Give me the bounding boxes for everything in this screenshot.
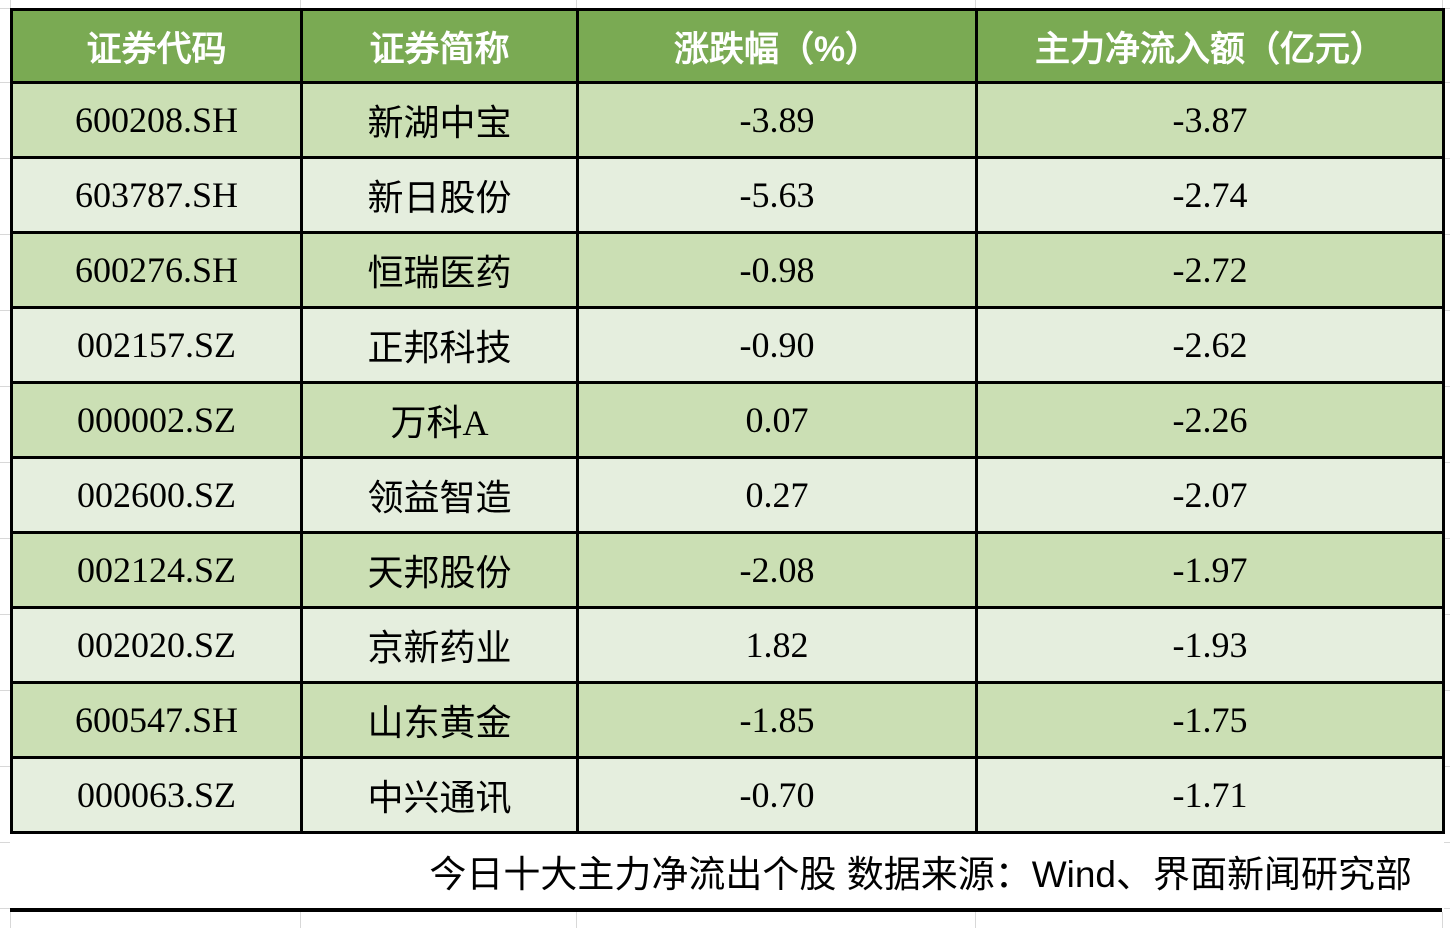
inflow-cell[interactable]: -1.97	[975, 531, 1445, 609]
code-cell[interactable]: 000063.SZ	[10, 756, 303, 834]
gridline-segment	[10, 0, 11, 8]
column-header-change[interactable]: 涨跌幅（%）	[576, 8, 978, 84]
table-row: 002157.SZ 正邦科技 -0.90 -2.62	[10, 306, 1445, 384]
column-header-code[interactable]: 证券代码	[10, 8, 303, 84]
gridline-segment	[0, 386, 10, 387]
column-header-name[interactable]: 证券简称	[300, 8, 579, 84]
table-row: 603787.SH 新日股份 -5.63 -2.74	[10, 156, 1445, 234]
inflow-cell[interactable]: -2.07	[975, 456, 1445, 534]
gridline-segment	[0, 82, 10, 83]
table-row: 002020.SZ 京新药业 1.82 -1.93	[10, 606, 1445, 684]
gridline-segment	[0, 234, 10, 235]
gridline-segment	[1444, 842, 1450, 843]
name-cell[interactable]: 正邦科技	[300, 306, 579, 384]
name-cell[interactable]: 京新药业	[300, 606, 579, 684]
gridline-segment	[300, 0, 301, 8]
name-cell[interactable]: 天邦股份	[300, 531, 579, 609]
change-cell[interactable]: 0.07	[576, 381, 978, 459]
code-cell[interactable]: 600547.SH	[10, 681, 303, 759]
gridline-segment	[975, 0, 976, 8]
stock-flow-table: 证券代码 证券简称 涨跌幅（%） 主力净流入额（亿元） 600208.SH 新湖…	[10, 8, 1445, 834]
gridline-segment	[975, 912, 976, 928]
code-cell[interactable]: 600208.SH	[10, 81, 303, 159]
inflow-cell[interactable]: -1.93	[975, 606, 1445, 684]
gridline-segment	[576, 912, 577, 928]
gridline-segment	[0, 462, 10, 463]
gridline-segment	[300, 912, 301, 928]
gridline-segment	[0, 310, 10, 311]
table-bottom-border	[10, 908, 1442, 912]
change-cell[interactable]: -5.63	[576, 156, 978, 234]
inflow-cell[interactable]: -2.72	[975, 231, 1445, 309]
code-cell[interactable]: 603787.SH	[10, 156, 303, 234]
table-row: 002124.SZ 天邦股份 -2.08 -1.97	[10, 531, 1445, 609]
table-row: 000002.SZ 万科A 0.07 -2.26	[10, 381, 1445, 459]
gridline-segment	[1444, 158, 1450, 159]
code-cell[interactable]: 000002.SZ	[10, 381, 303, 459]
gridline-segment	[0, 538, 10, 539]
change-cell[interactable]: -0.90	[576, 306, 978, 384]
gridline-segment	[1444, 234, 1450, 235]
code-cell[interactable]: 002124.SZ	[10, 531, 303, 609]
gridline-segment	[1444, 614, 1450, 615]
name-cell[interactable]: 山东黄金	[300, 681, 579, 759]
inflow-cell[interactable]: -1.75	[975, 681, 1445, 759]
name-cell[interactable]: 领益智造	[300, 456, 579, 534]
code-cell[interactable]: 002600.SZ	[10, 456, 303, 534]
gridline-segment	[0, 908, 10, 909]
gridline-segment	[0, 842, 10, 843]
change-cell[interactable]: -1.85	[576, 681, 978, 759]
gridline-segment	[0, 766, 10, 767]
table-row: 000063.SZ 中兴通讯 -0.70 -1.71	[10, 756, 1445, 834]
change-cell[interactable]: -0.70	[576, 756, 978, 834]
gridline-segment	[0, 690, 10, 691]
gridline-segment	[1444, 462, 1450, 463]
gridline-segment	[1444, 386, 1450, 387]
name-cell[interactable]: 中兴通讯	[300, 756, 579, 834]
change-cell[interactable]: 0.27	[576, 456, 978, 534]
gridline-segment	[0, 158, 10, 159]
gridline-segment	[1444, 310, 1450, 311]
inflow-cell[interactable]: -2.74	[975, 156, 1445, 234]
gridline-segment	[0, 8, 10, 9]
gridline-segment	[576, 0, 577, 8]
inflow-cell[interactable]: -3.87	[975, 81, 1445, 159]
column-header-inflow[interactable]: 主力净流入额（亿元）	[975, 8, 1445, 84]
name-cell[interactable]: 新日股份	[300, 156, 579, 234]
change-cell[interactable]: -2.08	[576, 531, 978, 609]
inflow-cell[interactable]: -2.62	[975, 306, 1445, 384]
table-row: 002600.SZ 领益智造 0.27 -2.07	[10, 456, 1445, 534]
table-caption: 今日十大主力净流出个股 数据来源：Wind、界面新闻研究部	[10, 844, 1442, 906]
change-cell[interactable]: -3.89	[576, 81, 978, 159]
header-row: 证券代码 证券简称 涨跌幅（%） 主力净流入额（亿元）	[10, 8, 1445, 84]
gridline-segment	[1444, 690, 1450, 691]
gridline-segment	[1444, 82, 1450, 83]
table-row: 600276.SH 恒瑞医药 -0.98 -2.72	[10, 231, 1445, 309]
name-cell[interactable]: 万科A	[300, 381, 579, 459]
inflow-cell[interactable]: -1.71	[975, 756, 1445, 834]
code-cell[interactable]: 002020.SZ	[10, 606, 303, 684]
code-cell[interactable]: 002157.SZ	[10, 306, 303, 384]
gridline-segment	[10, 912, 11, 928]
gridline-segment	[1442, 0, 1443, 8]
inflow-cell[interactable]: -2.26	[975, 381, 1445, 459]
gridline-segment	[1444, 8, 1450, 9]
name-cell[interactable]: 新湖中宝	[300, 81, 579, 159]
gridline-segment	[1444, 538, 1450, 539]
table-row: 600208.SH 新湖中宝 -3.89 -3.87	[10, 81, 1445, 159]
table-row: 600547.SH 山东黄金 -1.85 -1.75	[10, 681, 1445, 759]
gridline-segment	[1444, 908, 1450, 909]
gridline-segment	[1442, 912, 1443, 928]
code-cell[interactable]: 600276.SH	[10, 231, 303, 309]
gridline-segment	[0, 614, 10, 615]
change-cell[interactable]: 1.82	[576, 606, 978, 684]
change-cell[interactable]: -0.98	[576, 231, 978, 309]
name-cell[interactable]: 恒瑞医药	[300, 231, 579, 309]
gridline-segment	[1444, 766, 1450, 767]
